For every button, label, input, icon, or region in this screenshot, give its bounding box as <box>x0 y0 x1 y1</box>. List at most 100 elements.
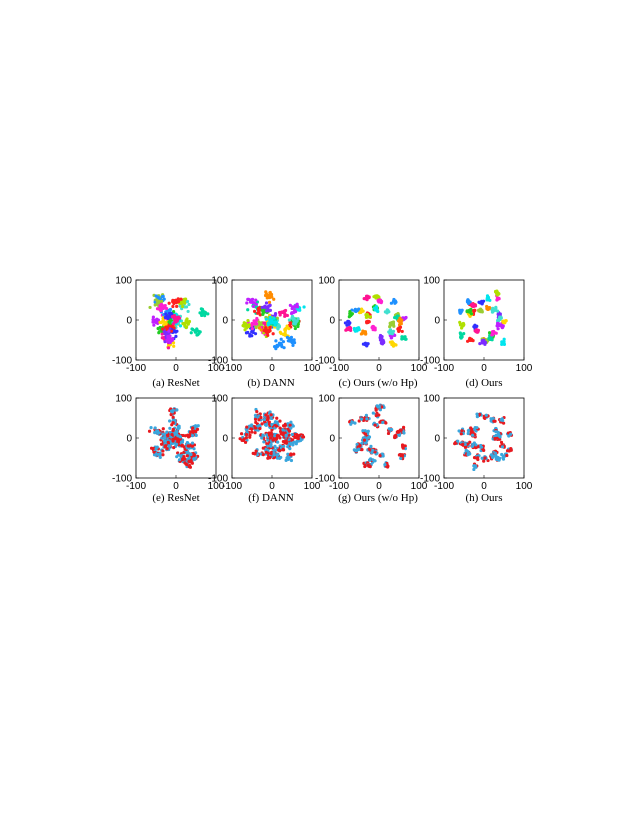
scatter-point <box>281 340 286 344</box>
scatter-point <box>152 450 156 454</box>
scatter-point <box>161 319 165 323</box>
scatter-point <box>189 430 193 434</box>
scatter-point <box>359 417 364 421</box>
scatter-point <box>285 313 289 318</box>
scatter-point <box>250 322 255 326</box>
scatter-point <box>253 322 257 326</box>
scatter-point <box>295 433 299 437</box>
scatter-point <box>374 408 378 412</box>
scatter-point <box>482 448 486 452</box>
scatter-point <box>170 432 174 437</box>
scatter-point <box>243 440 248 444</box>
scatter-point <box>268 308 273 312</box>
scatter-point <box>253 413 258 418</box>
scatter-point <box>183 434 188 438</box>
scatter-point <box>269 452 273 456</box>
scatter-point <box>284 433 288 437</box>
scatter-point <box>254 298 258 302</box>
scatter-point <box>470 337 474 342</box>
scatter-point <box>388 340 393 344</box>
scatter-point <box>388 321 392 325</box>
scatter-point <box>190 444 195 448</box>
scatter-point <box>483 456 487 460</box>
scatter-point <box>243 322 247 326</box>
scatter-point <box>269 416 273 420</box>
scatter-point <box>189 460 193 464</box>
scatter-point <box>470 303 475 307</box>
scatter-point <box>248 435 252 439</box>
scatter-point <box>361 329 366 334</box>
scatter-point <box>291 343 295 347</box>
scatter-point <box>185 299 190 304</box>
scatter-point <box>165 315 170 319</box>
scatter-point <box>171 439 175 443</box>
scatter-point <box>268 432 272 436</box>
scatter-point <box>180 301 184 305</box>
scatter-point <box>372 326 376 330</box>
scatter-point <box>203 310 207 314</box>
scatter-point <box>153 303 157 307</box>
scatter-point <box>364 413 369 418</box>
scatter-point <box>174 442 179 447</box>
scatter-point <box>293 304 297 308</box>
scatter-point <box>190 327 194 331</box>
scatter-point <box>163 332 167 336</box>
scatter-point <box>273 313 277 317</box>
y-tick-label: 0 <box>222 434 228 445</box>
scatter-point <box>375 307 379 312</box>
tsne-panel-8: -100 0 100 100 0 -100 <box>420 394 533 493</box>
scatter-point <box>262 417 267 422</box>
x-tick-label: 100 <box>411 363 428 374</box>
scatter-point <box>261 446 265 450</box>
scatter-point <box>393 435 397 440</box>
scatter-point <box>283 328 287 332</box>
scatter-point <box>246 297 250 301</box>
scatter-point <box>277 324 281 328</box>
scatter-point <box>491 306 495 310</box>
scatter-point <box>503 320 507 325</box>
scatter-point <box>184 305 189 309</box>
scatter-point <box>482 459 486 463</box>
scatter-point <box>267 293 271 298</box>
scatter-point <box>492 419 496 423</box>
scatter-point <box>157 330 161 334</box>
scatter-point <box>276 327 280 331</box>
scatter-point <box>497 323 501 328</box>
scatter-point <box>484 413 488 417</box>
scatter-point <box>157 452 161 456</box>
scatter-point <box>466 431 470 436</box>
scatter-point <box>282 346 286 350</box>
scatter-points <box>453 412 514 472</box>
scatter-point <box>365 298 369 302</box>
scatter-point <box>292 440 296 444</box>
scatter-point <box>494 456 498 460</box>
y-tick-label: 100 <box>318 394 335 405</box>
scatter-point <box>281 433 285 437</box>
scatter-point <box>493 451 498 455</box>
scatter-point <box>294 320 298 324</box>
scatter-point <box>260 305 264 310</box>
scatter-point <box>171 304 175 309</box>
scatter-point <box>250 427 254 431</box>
scatter-point <box>166 346 171 350</box>
scatter-point <box>160 306 165 310</box>
scatter-point <box>292 341 297 345</box>
scatter-point <box>350 312 354 316</box>
scatter-point <box>196 424 200 428</box>
scatter-point <box>269 444 273 448</box>
scatter-point <box>158 455 162 459</box>
scatter-point <box>366 463 370 467</box>
scatter-point <box>360 441 364 445</box>
scatter-point <box>290 316 294 320</box>
scatter-point <box>172 326 176 330</box>
tsne-panel-5: -100 0 100 100 0 -100 <box>112 394 225 493</box>
x-tick-label: -100 <box>222 481 242 492</box>
scatter-point <box>381 453 385 457</box>
scatter-point <box>274 424 279 428</box>
scatter-point <box>161 294 165 298</box>
scatter-point <box>258 426 262 431</box>
scatter-point <box>289 420 293 424</box>
scatter-point <box>191 426 195 430</box>
scatter-point <box>475 412 479 416</box>
scatter-point <box>301 435 305 439</box>
